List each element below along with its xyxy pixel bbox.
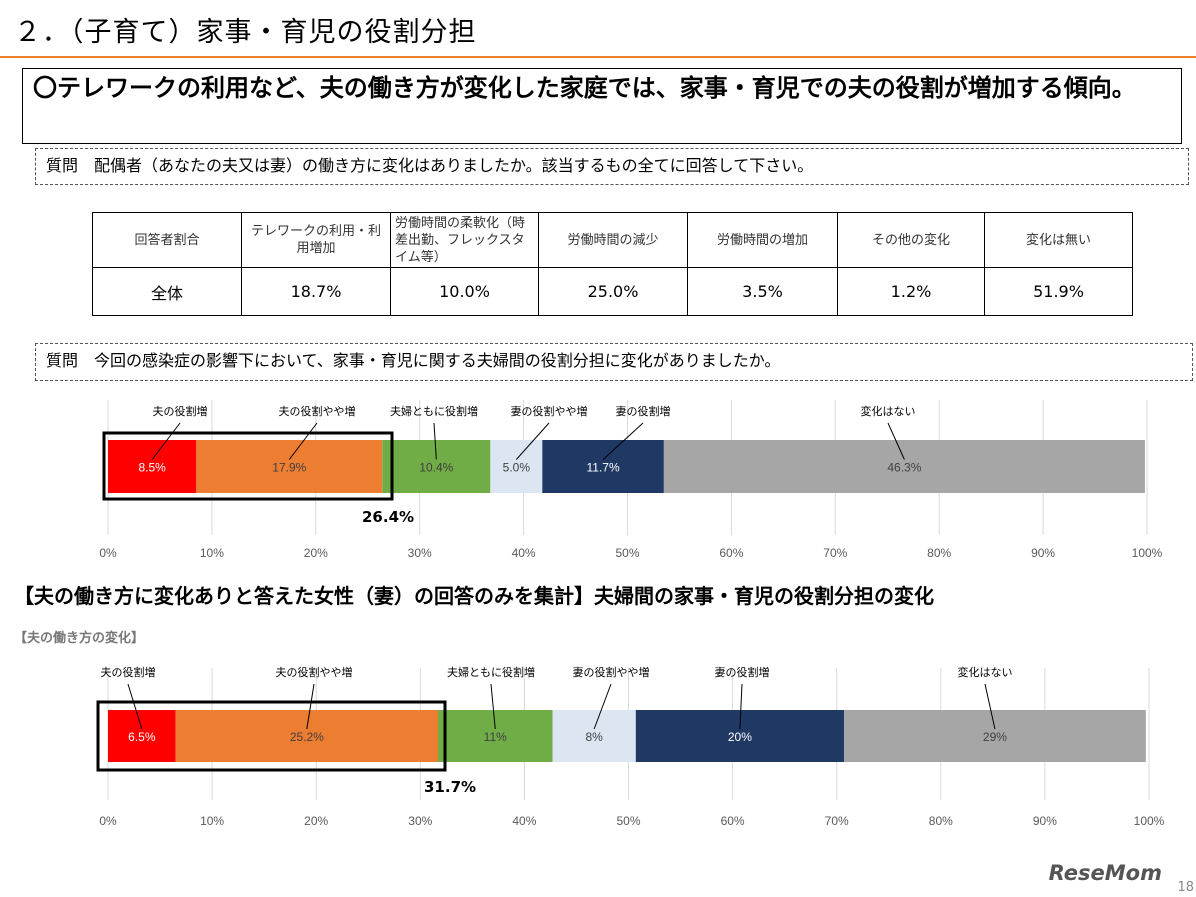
x-tick-label: 30% [408, 814, 432, 828]
x-tick-label: 0% [99, 546, 117, 560]
data-label: 29% [983, 730, 1007, 744]
bar-segment [382, 440, 491, 493]
bar-segment [108, 710, 176, 762]
table-header-row: 回答者割合 テレワークの利用・利用増加 労働時間の柔軟化（時差出勤、フレックスタ… [92, 212, 1133, 268]
category-label: 変化はない [861, 404, 916, 418]
x-tick-label: 10% [200, 546, 224, 560]
x-tick-label: 30% [408, 546, 432, 560]
title-rule [0, 56, 1196, 58]
x-tick-label: 60% [719, 546, 743, 560]
table-row: 全体 18.7% 10.0% 25.0% 3.5% 1.2% 51.9% [92, 267, 1133, 316]
highlight-box [96, 700, 447, 772]
page-number: 18 [1177, 880, 1194, 895]
bar-segment [552, 710, 636, 762]
x-tick-label: 70% [823, 546, 847, 560]
leader-line [887, 422, 905, 460]
leader-line [151, 422, 181, 460]
category-label: 夫婦ともに役割増 [447, 665, 535, 679]
row-label: 全体 [92, 267, 242, 316]
leader-line [602, 422, 644, 460]
work-change-table: 回答者割合 テレワークの利用・利用増加 労働時間の柔軟化（時差出勤、フレックスタ… [92, 212, 1133, 316]
leader-line [515, 422, 550, 460]
x-tick-label: 100% [1134, 814, 1165, 828]
bar-segment [437, 710, 553, 762]
x-tick-label: 50% [616, 814, 640, 828]
total-annotation: 26.4% [362, 508, 414, 526]
category-label: 夫の役割増 [101, 665, 156, 679]
category-label: 夫の役割増 [153, 404, 208, 418]
x-tick-label: 80% [929, 814, 953, 828]
table-cell: 3.5% [687, 267, 838, 316]
category-label: 妻の役割やや増 [511, 404, 588, 418]
x-tick-label: 50% [615, 546, 639, 560]
bar-segment [196, 440, 383, 493]
x-tick-label: 60% [721, 814, 745, 828]
total-annotation: 31.7% [424, 778, 476, 796]
x-tick-label: 20% [304, 546, 328, 560]
x-tick-label: 90% [1031, 546, 1055, 560]
leader-line [739, 683, 743, 730]
header-cell: その他の変化 [837, 212, 985, 268]
data-label: 10.4% [419, 461, 453, 475]
table-cell: 18.7% [241, 267, 391, 316]
category-label: 妻の役割やや増 [573, 665, 650, 679]
x-tick-label: 20% [304, 814, 328, 828]
category-label: 妻の役割増 [715, 665, 770, 679]
bar-segment [843, 710, 1146, 762]
leader-line [306, 683, 315, 730]
data-label: 8% [585, 730, 603, 744]
highlight-box [102, 431, 394, 501]
chart-subtitle: 【夫の働き方の変化】 [14, 631, 145, 646]
data-label: 11.7% [587, 461, 620, 475]
header-cell: 変化は無い [984, 212, 1133, 268]
header-cell: 労働時間の減少 [538, 212, 688, 268]
x-tick-label: 40% [512, 546, 536, 560]
table-cell: 10.0% [390, 267, 539, 316]
x-tick-label: 0% [99, 814, 117, 828]
leader-line [490, 683, 496, 730]
x-tick-label: 100% [1132, 546, 1163, 560]
data-label: 5.0% [503, 461, 531, 475]
leader-line [984, 683, 996, 730]
table-cell: 51.9% [984, 267, 1133, 316]
leader-line [288, 422, 318, 460]
x-tick-label: 70% [825, 814, 849, 828]
data-label: 25.2% [290, 730, 324, 744]
section-title: 【夫の働き方に変化ありと答えた女性（妻）の回答のみを集計】夫婦間の家事・育児の役… [14, 584, 934, 608]
data-label: 8.5% [138, 461, 166, 475]
x-tick-label: 80% [927, 546, 951, 560]
leader-line [593, 683, 612, 730]
data-label: 20% [728, 730, 752, 744]
header-cell: 労働時間の柔軟化（時差出勤、フレックスタイム等） [390, 212, 539, 268]
question-2: 質問 今回の感染症の影響下において、家事・育児に関する夫婦間の役割分担に変化があ… [35, 343, 1193, 381]
category-label: 夫の役割やや増 [276, 665, 353, 679]
x-tick-label: 40% [512, 814, 536, 828]
headline-box: 〇テレワークの利用など、夫の働き方が変化した家庭では、家事・育児での夫の役割が増… [22, 68, 1182, 144]
category-label: 妻の役割増 [616, 404, 671, 418]
table-cell: 25.0% [538, 267, 688, 316]
category-label: 夫の役割やや増 [279, 404, 356, 418]
question-1: 質問 配偶者（あなたの夫又は妻）の働き方に変化はありましたか。該当するもの全てに… [35, 148, 1189, 185]
table-cell: 1.2% [837, 267, 985, 316]
data-label: 17.9% [272, 461, 306, 475]
category-label: 変化はない [958, 665, 1013, 679]
slide-title: ２．（子育て）家事・育児の役割分担 [14, 17, 477, 48]
bar-segment [175, 710, 438, 762]
x-tick-label: 10% [200, 814, 224, 828]
leader-line [127, 683, 143, 730]
bar-segment [542, 440, 664, 493]
leader-line [433, 422, 437, 460]
resemom-logo: ReseMom [1048, 861, 1162, 885]
bar-segment [108, 440, 197, 493]
category-label: 夫婦ともに役割増 [390, 404, 478, 418]
header-cell: 労働時間の増加 [687, 212, 838, 268]
x-tick-label: 90% [1033, 814, 1057, 828]
data-label: 6.5% [128, 730, 156, 744]
data-label: 46.3% [887, 461, 921, 475]
bar-segment [663, 440, 1145, 493]
bar-segment [490, 440, 543, 493]
data-label: 11% [484, 730, 507, 744]
